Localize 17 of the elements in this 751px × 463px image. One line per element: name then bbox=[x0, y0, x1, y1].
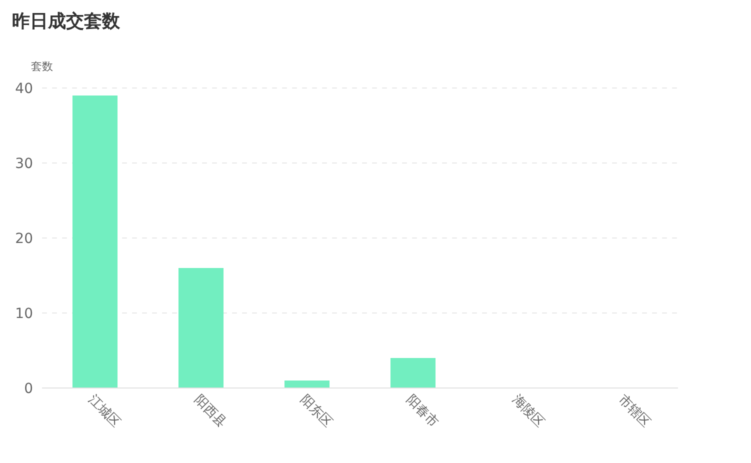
x-tick-label: 阳东区 bbox=[296, 392, 336, 431]
x-tick-label: 江城区 bbox=[84, 392, 124, 431]
x-tick-label: 阳春市 bbox=[402, 392, 442, 431]
bar bbox=[390, 358, 436, 388]
y-tick-label: 30 bbox=[15, 156, 33, 172]
y-tick-label: 0 bbox=[24, 380, 33, 397]
y-tick-label: 20 bbox=[15, 230, 33, 247]
y-axis-title: 套数 bbox=[31, 60, 53, 73]
bar bbox=[72, 96, 118, 388]
y-tick-label: 40 bbox=[15, 80, 33, 97]
y-tick-label: 10 bbox=[15, 306, 33, 322]
bar bbox=[178, 268, 224, 388]
x-tick-label: 阳西县 bbox=[190, 392, 230, 431]
bar bbox=[284, 380, 330, 388]
x-tick-label: 市辖区 bbox=[614, 392, 654, 431]
x-tick-label: 海陵区 bbox=[508, 392, 548, 431]
chart-title: 昨日成交套数 bbox=[12, 11, 121, 32]
